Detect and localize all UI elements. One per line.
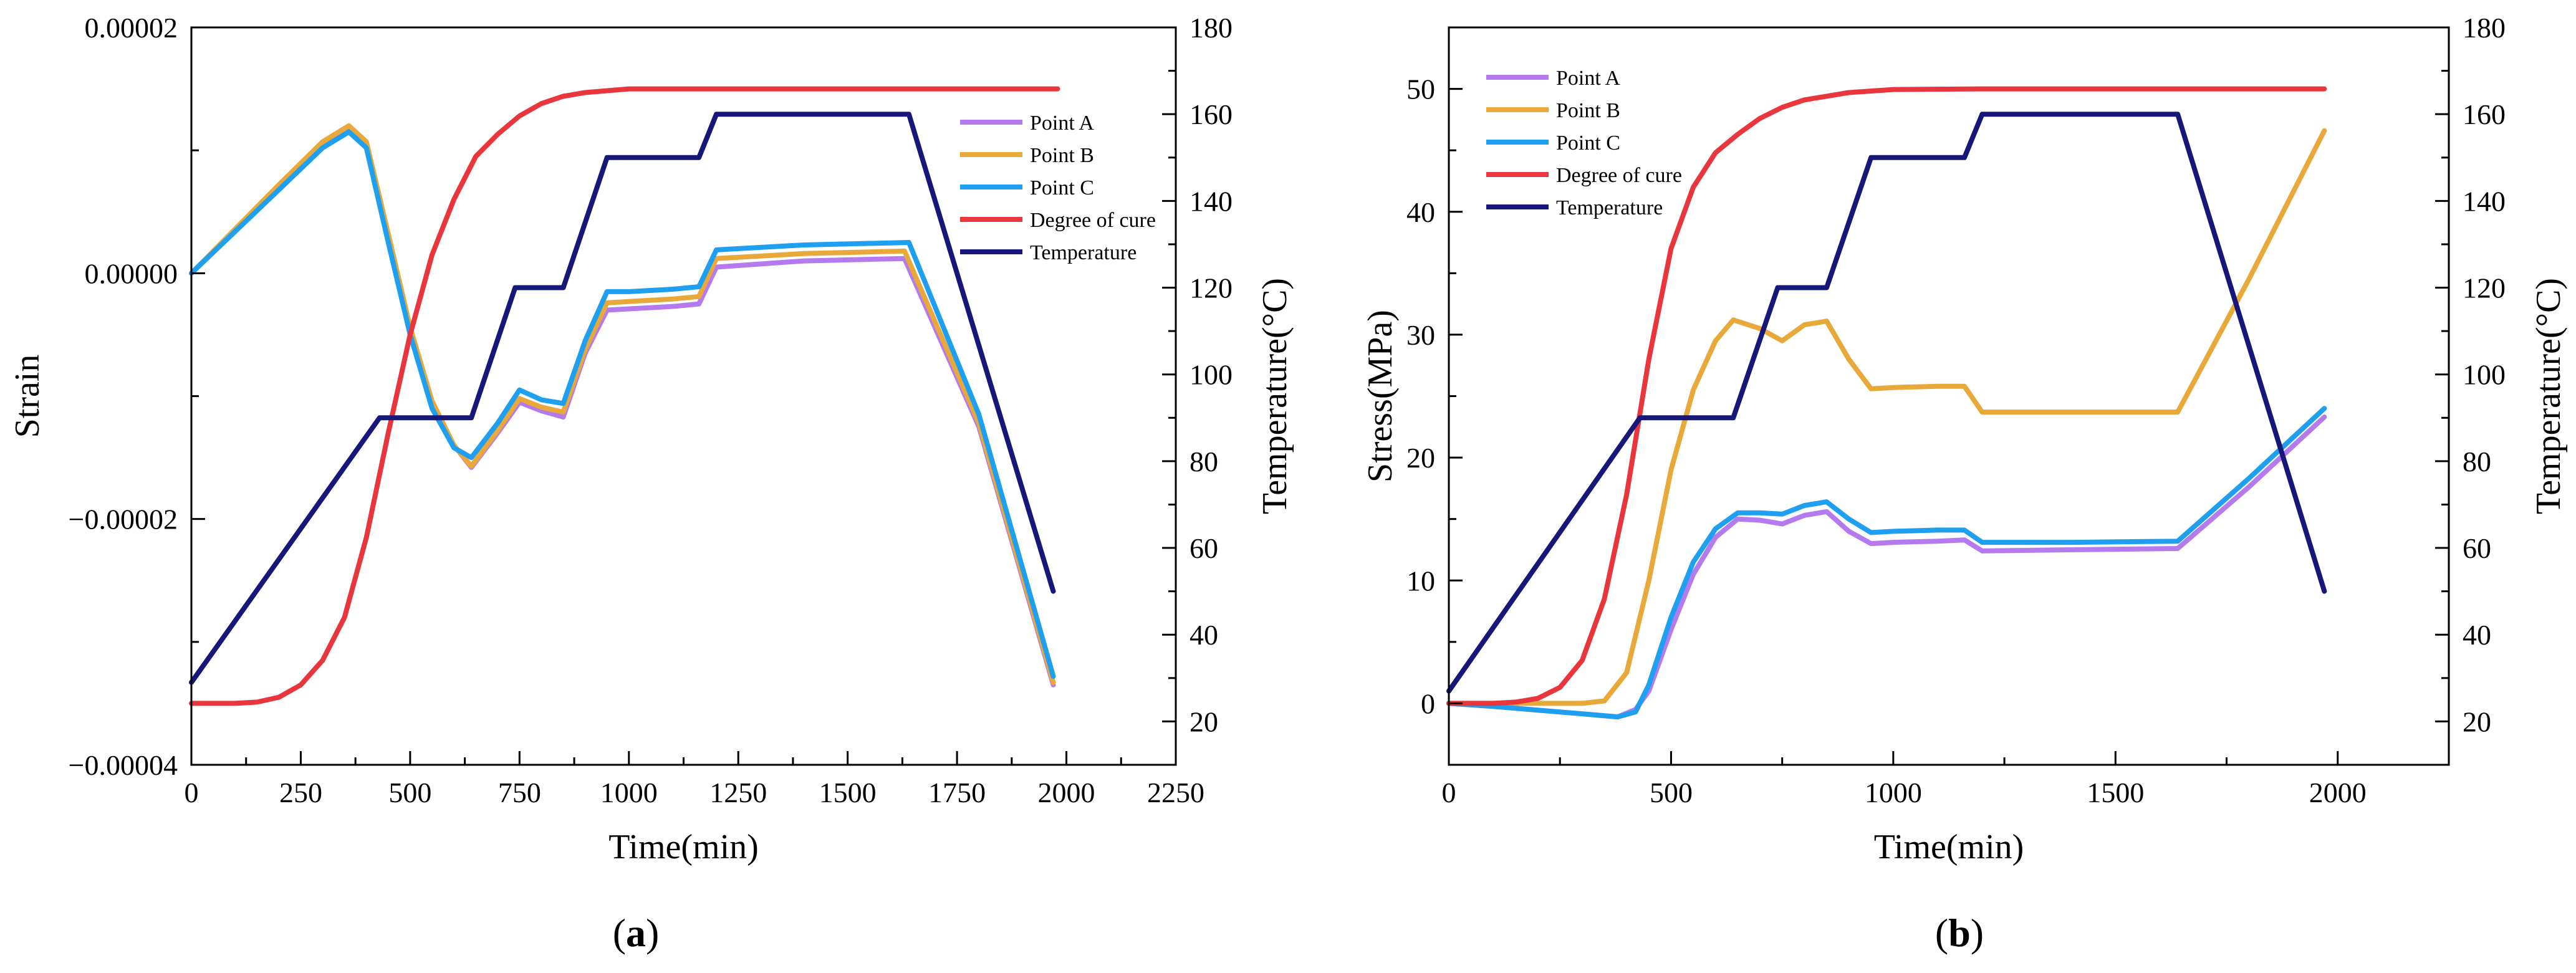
x-tick-label: 2000 [1038, 777, 1095, 808]
y2-axis-label: Temperature(°C) [2529, 278, 2568, 514]
panel-b: 0 500 1000 1500 2000 0 10 20 30 40 50 20 40 60 80 100 12… [1361, 12, 2568, 955]
series-line-point-a [1446, 415, 2327, 720]
y-tick-label: 0.00002 [85, 12, 178, 44]
x-tick-label: 1000 [600, 777, 658, 808]
x-tick-label: 2250 [1147, 777, 1204, 808]
series-line-point-b [189, 123, 1056, 685]
y-axis-label: Stress(MPa) [1361, 310, 1400, 482]
y-tick-label: 0.00000 [85, 257, 178, 289]
y2-tick-label: 80 [1189, 446, 1218, 477]
y2-tick-label: 80 [2463, 446, 2491, 477]
y2-tick-label: 20 [2463, 706, 2491, 737]
y2-tick-label: 140 [1189, 185, 1233, 217]
series-line-point-c [1446, 406, 2327, 720]
legend-label: Point B [1030, 144, 1094, 167]
y2-tick-label: 160 [1189, 98, 1233, 130]
x-tick-label: 250 [279, 777, 322, 808]
legend-label: Degree of cure [1556, 164, 1682, 187]
y-tick-label: 40 [1406, 196, 1435, 228]
series-line-degree-of-cure [1446, 86, 2327, 706]
series-group [189, 86, 1060, 706]
legend: Point A Point B Point C Degree of cure Tempe… [960, 112, 1156, 264]
y2-tick-label: 60 [1189, 532, 1218, 564]
y2-tick-label: 100 [1189, 359, 1233, 391]
y-tick-label: 20 [1406, 442, 1435, 474]
x-axis-label: Time(min) [608, 828, 759, 866]
x-tick-label: 1500 [819, 777, 877, 808]
series-line-point-a [189, 125, 1056, 688]
x-tick-label: 500 [388, 777, 431, 808]
x-tick-label: 2000 [2309, 777, 2367, 808]
x-tick-label: 1250 [709, 777, 767, 808]
y2-tick-label: 180 [1189, 12, 1233, 44]
y2-tick-label: 100 [2463, 359, 2506, 391]
y2-tick-label: 20 [1189, 706, 1218, 737]
y2-tick-label: 140 [2463, 185, 2506, 217]
y2-tick-label: 40 [1189, 619, 1218, 651]
x-tick-label: 500 [1650, 777, 1693, 808]
x-tick-label: 0 [1442, 777, 1456, 808]
panel-caption: (b) [1935, 911, 1984, 955]
series-line-temperature [189, 112, 1056, 685]
y2-tick-label: 120 [2463, 272, 2506, 304]
y-axis-label: Strain [8, 355, 47, 438]
series-line-temperature [1446, 112, 2327, 694]
legend-label: Point B [1556, 99, 1620, 122]
legend-label: Point C [1030, 176, 1094, 199]
y2-tick-label: 180 [2463, 12, 2506, 44]
panel-caption: (a) [613, 911, 660, 955]
y-tick-label: 0 [1421, 688, 1435, 719]
series-group [1446, 86, 2327, 720]
legend: Point A Point B Point C Degree of cure Tempe… [1486, 67, 1682, 219]
legend-label: Point A [1556, 67, 1620, 90]
legend-label: Point A [1030, 112, 1094, 135]
x-tick-label: 1500 [2087, 777, 2144, 808]
x-tick-label: 0 [185, 777, 199, 808]
x-axis-label: Time(min) [1874, 828, 2024, 866]
y2-axis-label: Temperature(°C) [1256, 278, 1294, 514]
panel-a: 0 250 500 750 1000 1250 1500 1750 2000 2250 −0.000… [8, 12, 1294, 955]
legend-label: Temperature [1556, 196, 1663, 219]
x-tick-label: 1000 [1865, 777, 1922, 808]
series-line-degree-of-cure [189, 86, 1060, 706]
y2-tick-label: 60 [2463, 532, 2491, 564]
x-tick-label: 750 [498, 777, 541, 808]
y2-tick-label: 40 [2463, 619, 2491, 651]
legend-label: Point C [1556, 132, 1620, 155]
x-tick-label: 1750 [928, 777, 986, 808]
legend-label: Temperature [1030, 241, 1137, 264]
y-tick-label: 10 [1406, 565, 1435, 597]
y-tick-label: 50 [1406, 74, 1435, 105]
legend-label: Degree of cure [1030, 209, 1156, 232]
y-tick-label: −0.00002 [69, 504, 178, 535]
y2-tick-label: 120 [1189, 272, 1233, 304]
y-tick-label: 30 [1406, 319, 1435, 351]
y-tick-label: −0.00004 [69, 749, 178, 781]
y2-tick-label: 160 [2463, 98, 2506, 130]
series-line-point-c [189, 129, 1056, 679]
series-line-point-b [1446, 128, 2327, 706]
